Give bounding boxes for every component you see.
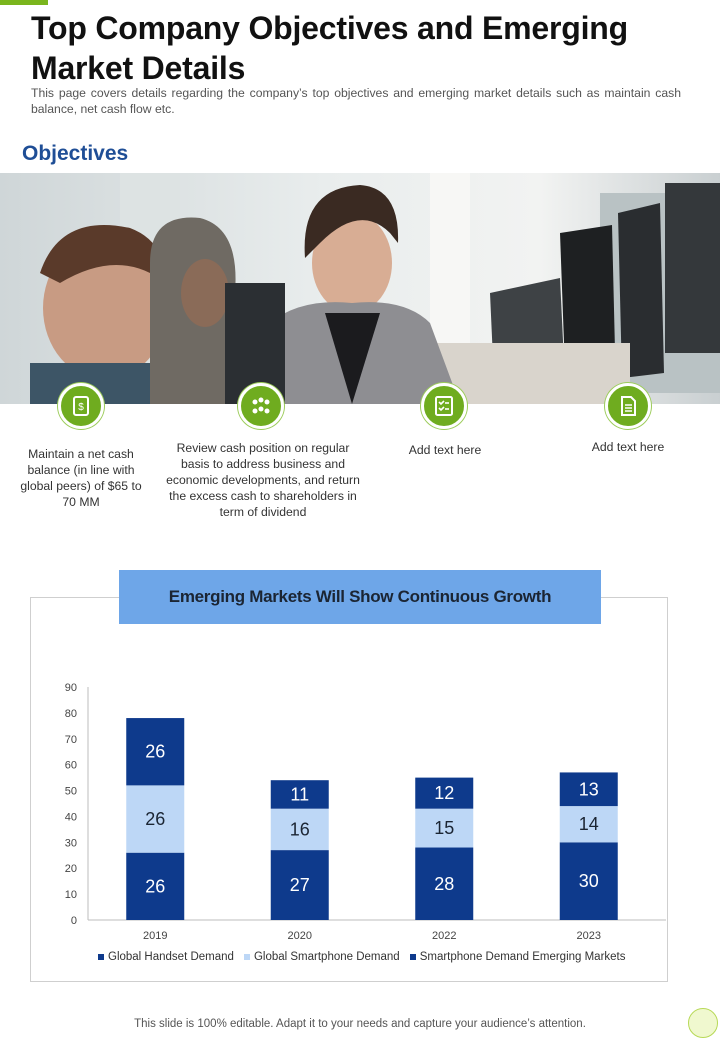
y-tick-label-70: 70: [65, 734, 77, 746]
x-tick-label-2020: 2020: [288, 930, 312, 942]
bar-2019-series-0: [126, 852, 185, 920]
data-label-2022-series-0: 28: [434, 874, 454, 894]
objective-1-text: Maintain a net cash balance (in line wit…: [20, 447, 142, 509]
cash-icon: $: [73, 396, 89, 416]
legend-label-handset: Global Handset Demand: [108, 951, 234, 963]
footer-note: This slide is 100% editable. Adapt it to…: [134, 1018, 586, 1030]
y-tick-label-50: 50: [65, 786, 77, 798]
bar-2023-series-1: [559, 806, 618, 843]
data-label-2019-series-0: 26: [145, 876, 165, 896]
page-title: Top Company Objectives and Emerging Mark…: [31, 10, 628, 86]
bar-2022-series-0: [415, 847, 474, 920]
legend-label-emerging: Smartphone Demand Emerging Markets: [419, 951, 626, 963]
y-tick-label-40: 40: [65, 811, 77, 823]
legend-swatch-handset: [98, 954, 104, 960]
data-label-2023-series-0: 30: [579, 871, 599, 891]
bar-2023-series-0: [559, 842, 618, 920]
legend-swatch-smartphone: [243, 954, 250, 960]
objectives-heading: Objectives: [22, 142, 129, 165]
data-label-2023-series-1: 14: [579, 814, 599, 834]
data-label-2022-series-2: 12: [434, 783, 454, 803]
page-subtitle: This page covers details regarding the c…: [31, 86, 681, 116]
team-icon: [252, 397, 270, 414]
objective-2-icon-badge: [238, 383, 284, 429]
data-label-2020-series-2: 11: [290, 784, 309, 804]
x-tick-label-2019: 2019: [143, 930, 167, 942]
objective-4-icon-badge: [605, 383, 651, 429]
y-tick-label-20: 20: [65, 863, 77, 875]
bar-2022-series-1: [415, 808, 474, 848]
chart-legend: Global Handset Demand Global Smartphone …: [98, 951, 626, 963]
objective-2-text: Review cash position on regular basis to…: [166, 441, 360, 519]
x-tick-label-2022: 2022: [432, 930, 456, 942]
objective-3-icon-badge: [421, 383, 467, 429]
y-tick-label-80: 80: [65, 708, 77, 720]
legend-label-smartphone: Global Smartphone Demand: [253, 951, 400, 963]
y-tick-label-10: 10: [65, 889, 77, 901]
corner-decoration: [688, 1008, 718, 1038]
legend-swatch-emerging: [409, 954, 416, 960]
stacked-bar-chart: 0 10 20 30 40 50 60 70 80 90 26 26 26 2019 27 16 11 2020 2…: [65, 682, 666, 942]
bar-2020-series-2: [270, 780, 329, 809]
data-label-2022-series-1: 15: [434, 818, 454, 838]
data-label-2023-series-2: 13: [579, 779, 599, 799]
y-tick-label-0: 0: [71, 915, 77, 927]
bar-2023-series-2: [559, 772, 618, 807]
y-tick-label-60: 60: [65, 760, 77, 772]
legend-item-emerging: Smartphone Demand Emerging Markets: [409, 951, 626, 963]
x-tick-label-2023: 2023: [577, 930, 601, 942]
objective-4-text: Add text here: [591, 440, 665, 454]
top-accent-bar: [0, 0, 48, 5]
data-label-2020-series-0: 27: [290, 875, 310, 895]
bar-2022-series-2: [415, 777, 474, 809]
y-tick-label-90: 90: [65, 682, 77, 694]
legend-item-smartphone: Global Smartphone Demand: [243, 951, 400, 963]
data-label-2019-series-1: 26: [145, 809, 165, 829]
bar-2020-series-1: [270, 808, 329, 851]
data-label-2020-series-1: 16: [290, 819, 310, 839]
data-label-2019-series-2: 26: [145, 742, 165, 762]
legend-item-handset: Global Handset Demand: [98, 951, 234, 963]
bar-2019-series-1: [126, 785, 185, 853]
checklist-icon: [435, 396, 453, 416]
bar-2020-series-0: [270, 850, 329, 920]
svg-text:$: $: [78, 402, 84, 413]
y-tick-label-30: 30: [65, 837, 77, 849]
objective-1-icon-badge: $: [58, 383, 104, 429]
chart-title: Emerging Markets Will Show Continuous Gr…: [119, 570, 601, 624]
bar-2019-series-2: [126, 718, 185, 786]
document-icon: [621, 396, 636, 416]
objective-3-text: Add text here: [408, 443, 482, 457]
office-photo: [0, 173, 720, 404]
